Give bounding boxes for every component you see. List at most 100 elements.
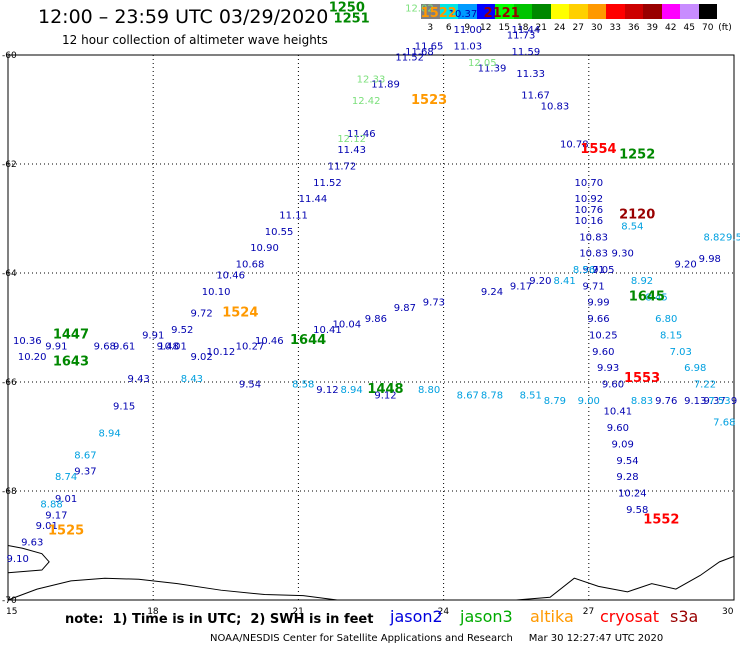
wave-height-label: 10.83 <box>579 249 608 260</box>
wave-height-label: 10.83 <box>579 232 608 243</box>
wave-height-label: 9.87 <box>394 303 416 314</box>
wave-height-label: 9.73 <box>423 298 445 309</box>
lat-lon-grid <box>8 55 734 600</box>
wave-height-label: 9.63 <box>21 538 43 549</box>
wave-height-label: 8.88 <box>40 499 62 510</box>
wave-height-label: 11.68 <box>405 47 434 58</box>
lat-label: -68 <box>2 487 17 497</box>
wave-height-label: 10.68 <box>236 260 265 271</box>
scale-label-36: 36 <box>628 23 640 33</box>
wave-height-label: 11.43 <box>337 145 366 156</box>
scale-label-9: 9 <box>464 23 471 33</box>
wave-height-label: 10.20 <box>18 352 47 363</box>
wave-height-label: 9.61 <box>113 341 135 352</box>
pass-time-label: 1645 <box>629 289 665 304</box>
wave-height-label: 9.54 <box>616 456 638 467</box>
wave-height-label: 9.37 <box>74 467 96 478</box>
lon-label: 18 <box>147 607 159 617</box>
wave-height-label: 7.22 <box>694 379 716 390</box>
pass-time-label: 1552 <box>643 513 679 528</box>
wave-height-label: 11.52 <box>313 178 342 189</box>
scale-swatch-36 <box>624 4 643 19</box>
wave-height-label: 9.98 <box>699 254 721 265</box>
wave-height-label: 9 <box>731 396 737 407</box>
lon-label: 15 <box>6 607 17 617</box>
wave-height-label: 10.41 <box>313 325 342 336</box>
lon-label: 27 <box>583 607 594 617</box>
scale-swatch-15 <box>495 4 514 19</box>
wave-height-label: 10.92 <box>574 194 603 205</box>
wave-height-label: 10.78 <box>560 140 589 151</box>
pass-time-label: 1644 <box>290 333 326 348</box>
wave-height-label: 8.51 <box>520 390 542 401</box>
wave-height-label: 10.76 <box>574 205 603 216</box>
wave-height-label: 11.44 <box>299 194 328 205</box>
wave-height-label: 9.17 <box>45 510 67 521</box>
wave-height-label: 10.27 <box>236 341 265 352</box>
lon-label: 24 <box>438 607 450 617</box>
wave-height-label: 8.74 <box>55 472 77 483</box>
scale-label-30: 30 <box>591 23 603 33</box>
scale-swatch-12 <box>476 4 495 19</box>
wave-height-label: 12.05 <box>468 58 497 69</box>
wave-height-label: 11.73 <box>507 31 536 42</box>
color-scale-legend: 3 6 9 12 15 18 21 24 27 30 33 36 39 42 45 70 (ft) <box>421 4 732 36</box>
wave-height-label: 9.54 <box>239 379 261 390</box>
wave-height-label: 11.39 <box>478 63 507 74</box>
wave-height-label: 8.67 <box>457 390 479 401</box>
pass-time-label: 2121 <box>484 6 520 21</box>
scale-swatch-70 <box>698 4 717 19</box>
scale-swatch-3 <box>421 4 440 19</box>
wave-height-label: 9.43 <box>128 374 150 385</box>
wave-height-label: 9.12 <box>316 385 338 396</box>
pass-time-label: 1251 <box>334 11 370 26</box>
map-title: 12:00 – 23:59 UTC 03/29/2020 <box>38 6 329 28</box>
wave-height-label: 9.91 <box>45 341 67 352</box>
wave-height-label: 6.80 <box>655 314 677 325</box>
wave-height-label: 9.71 <box>583 281 605 292</box>
wave-height-label: 11.46 <box>347 129 376 140</box>
wave-height-label: 10.55 <box>265 227 294 238</box>
wave-height-label: 8.79 <box>544 396 566 407</box>
wave-height-label: 12.02 <box>405 3 434 14</box>
wave-height-label: 10.16 <box>574 216 603 227</box>
scale-swatch-18 <box>513 4 532 19</box>
wave-height-label: 9.30 <box>612 249 634 260</box>
legend-jason3: jason3 <box>460 607 513 626</box>
antarctic-coastline <box>7 545 735 601</box>
credit-line: NOAA/NESDIS Center for Satellite Applica… <box>210 633 664 644</box>
wave-height-label: 8.41 <box>553 276 575 287</box>
legend-jason2: jason2 <box>390 607 443 626</box>
wave-height-label: 9.01 <box>36 521 58 532</box>
wave-height-label: 11.67 <box>521 91 550 102</box>
wave-height-label: 10.01 <box>158 341 187 352</box>
wave-height-label: 10.04 <box>332 320 361 331</box>
wave-height-label: 10.90 <box>250 243 279 254</box>
wave-height-label: 11.52 <box>395 52 424 63</box>
wave-height-label: 8.15 <box>660 330 682 341</box>
wave-height-label: 10.37 <box>449 9 478 20</box>
wave-height-label: 9.60 <box>602 379 624 390</box>
scale-label-42: 42 <box>665 23 677 33</box>
scale-label-70: 70 <box>702 23 714 33</box>
scale-swatch-6 <box>439 4 458 19</box>
wave-height-label: 8.94 <box>99 429 121 440</box>
wave-height-label: 11.11 <box>279 211 308 222</box>
pass-time-label: 1524 <box>222 306 258 321</box>
wave-height-label: 10.83 <box>541 102 570 113</box>
lat-label: -70 <box>2 596 17 606</box>
scale-swatch-33 <box>606 4 625 19</box>
wave-height-label: 9.52 <box>171 325 193 336</box>
scale-label-3: 3 <box>427 23 434 33</box>
wave-height-label: 9.60 <box>592 347 614 358</box>
wave-height-label: 11.65 <box>415 42 444 53</box>
wave-height-label: 8.83 <box>631 396 653 407</box>
pass-time-label: 1448 <box>367 382 403 397</box>
wave-height-label: 11.33 <box>516 69 545 80</box>
wave-height-label: 9.48 <box>157 341 179 352</box>
wave-height-label: 9.13 <box>684 396 706 407</box>
wave-height-label: 9.91 <box>142 330 164 341</box>
scale-swatch-27 <box>569 4 588 19</box>
scale-swatch-30 <box>587 4 606 19</box>
